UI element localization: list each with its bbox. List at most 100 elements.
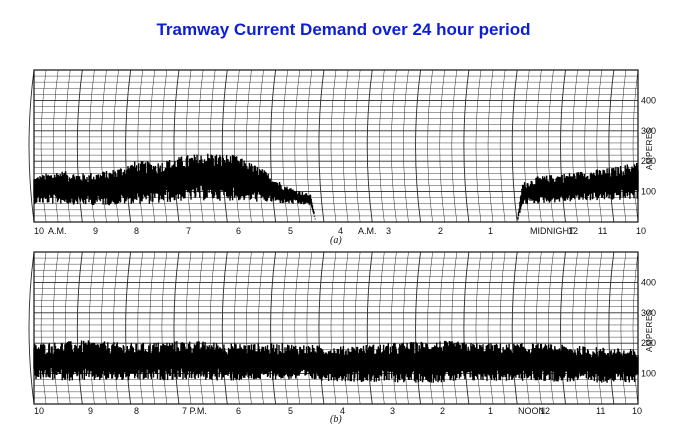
y-tick-label: 200	[641, 156, 656, 166]
grid-line-v	[173, 69, 180, 223]
y-axis-label: AMPERES	[645, 127, 654, 170]
grid-line-v	[415, 69, 422, 223]
grid-line-v	[270, 69, 277, 223]
data-trace	[33, 153, 639, 220]
x-tick-label: 2	[438, 226, 443, 236]
grid-line-v	[330, 251, 337, 405]
grid-line-v	[52, 69, 59, 223]
grid-line-v	[524, 69, 530, 223]
x-tick-label: 4	[340, 406, 345, 416]
x-tick-label: 5	[288, 406, 293, 416]
grid-line-v	[608, 251, 615, 405]
grid-line-v	[221, 251, 228, 405]
x-tick-label: 2	[440, 406, 445, 416]
grid-line-v	[427, 251, 433, 405]
grid-line-v	[511, 69, 518, 223]
grid-line-v	[258, 69, 264, 223]
grid-line-v	[101, 69, 107, 223]
grid-line-v	[608, 69, 615, 223]
grid-line-v	[439, 251, 445, 405]
grid-line-v	[113, 69, 119, 223]
x-tick-label: 8	[134, 406, 139, 416]
grid-line-v	[632, 69, 639, 223]
grid-line-v	[89, 251, 95, 405]
x-tick-label: 9	[93, 226, 98, 236]
grid-line-v	[246, 69, 252, 223]
grid-line-v	[209, 69, 216, 223]
grid-line-v	[391, 251, 397, 405]
panel-label: (b)	[330, 414, 342, 425]
x-tick-label: 1	[488, 226, 493, 236]
grid-line-v	[620, 69, 627, 223]
grid-line-v	[28, 251, 35, 405]
grid-line-v	[234, 69, 240, 223]
grid-line-v	[185, 251, 192, 405]
y-tick-label: 400	[641, 95, 656, 105]
grid-line-v	[366, 251, 373, 405]
grid-line-v	[28, 69, 35, 223]
grid-line-v	[511, 251, 518, 405]
grid-line-v	[524, 251, 530, 405]
grid-line-v	[318, 69, 325, 223]
grid-line-v	[403, 251, 409, 405]
grid-line-v	[209, 251, 216, 405]
x-tick-label: 5	[288, 226, 293, 236]
y-axis-label: AMPERES	[645, 309, 654, 352]
grid-line-v	[294, 251, 301, 405]
grid-line-v	[246, 251, 252, 405]
grid-line-v	[354, 251, 361, 405]
x-tick-label: 4	[338, 226, 343, 236]
grid-line-v	[197, 69, 204, 223]
data-trace	[33, 340, 639, 383]
grid-line-v	[463, 251, 470, 405]
grid-line-v	[427, 69, 433, 223]
grid-line-v	[366, 69, 373, 223]
grid-line-v	[234, 251, 240, 405]
x-tick-label: 10	[34, 226, 44, 236]
grid-line-v	[572, 69, 578, 223]
chart-title: Tramway Current Demand over 24 hour peri…	[156, 20, 531, 39]
x-tick-label: 7	[186, 226, 191, 236]
x-tick-label: 10	[34, 406, 44, 416]
plot-frame	[33, 69, 639, 223]
grid-line-v	[548, 69, 554, 223]
y-tick-label: 200	[641, 338, 656, 348]
grid-line-v	[125, 251, 132, 405]
x-tick-label: 9	[88, 406, 93, 416]
x-tick-label: MIDNIGHT	[530, 226, 575, 236]
grid-line-v	[282, 69, 288, 223]
grid-line-v	[451, 69, 458, 223]
x-tick-label: 8	[134, 226, 139, 236]
grid-line-v	[137, 251, 143, 405]
grid-line-v	[536, 69, 542, 223]
grid-line-v	[76, 251, 83, 405]
y-tick-label: 100	[641, 369, 656, 379]
chart-panel-a: 100 200 300 400 AMPERES 10 A.M. 9 8 7 6 5 4 A.M. 3 2 1 MI…	[28, 69, 656, 246]
grid-line-v	[475, 69, 482, 223]
grid-line-v	[584, 251, 590, 405]
grid-line-v	[342, 69, 349, 223]
grid-line-v	[403, 69, 409, 223]
plot-frame	[33, 251, 639, 405]
grid-line-v	[439, 69, 445, 223]
grid-line-v	[596, 69, 603, 223]
grid-line-v	[101, 251, 107, 405]
x-tick-label: 3	[386, 226, 391, 236]
y-tick-label: 100	[641, 187, 656, 197]
x-tick-label: 10	[632, 406, 642, 416]
grid-line-v	[499, 251, 506, 405]
grid-line-v	[548, 251, 554, 405]
grid-line-v	[451, 251, 458, 405]
x-tick-label: A.M.	[48, 226, 67, 236]
grid-line-v	[197, 251, 204, 405]
grid-line-v	[161, 69, 168, 223]
grid-line-v	[596, 251, 603, 405]
x-tick-label: 1	[488, 406, 493, 416]
grid-line-v	[499, 69, 506, 223]
grid-line-v	[40, 69, 47, 223]
grid-line-v	[354, 69, 361, 223]
grid-line-v	[463, 69, 470, 223]
grid-line-v	[318, 251, 325, 405]
grid-line-v	[620, 251, 627, 405]
